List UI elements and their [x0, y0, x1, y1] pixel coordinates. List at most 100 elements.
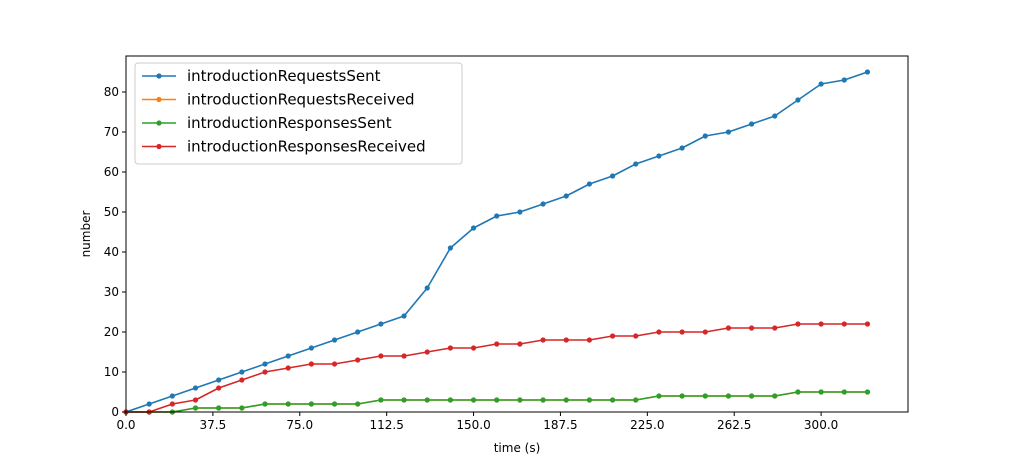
data-point	[702, 329, 708, 335]
y-tick-label: 10	[104, 365, 119, 379]
data-point	[563, 193, 569, 199]
x-axis-ticks: 0.0 37.5 75.0 112.5 150.0 187.5 225.0 262.5 300.…	[116, 412, 838, 432]
legend-label: introductionResponsesSent	[187, 114, 392, 132]
data-point	[239, 405, 245, 411]
data-point	[146, 401, 152, 407]
data-point	[401, 313, 407, 319]
data-point	[424, 397, 430, 403]
data-point	[841, 389, 847, 395]
data-point	[447, 397, 453, 403]
data-point	[355, 357, 361, 363]
data-point	[725, 393, 732, 399]
x-tick-label: 187.5	[543, 418, 577, 432]
data-point	[633, 333, 639, 339]
data-point	[470, 225, 477, 231]
data-point	[795, 97, 801, 103]
y-axis-label: number	[79, 211, 93, 258]
legend-label: introductionRequestsSent	[187, 67, 381, 85]
data-point	[262, 361, 268, 367]
data-point	[586, 181, 593, 187]
data-point	[355, 401, 361, 407]
x-axis-label: time (s)	[494, 441, 541, 455]
data-point	[633, 161, 639, 167]
series-introductionRequestsSent	[123, 69, 871, 415]
data-point	[239, 377, 245, 383]
legend-marker	[156, 73, 162, 79]
data-point	[609, 173, 616, 179]
data-point	[540, 337, 546, 343]
x-tick-label: 112.5	[369, 418, 403, 432]
data-point	[424, 285, 430, 291]
legend-marker	[156, 143, 162, 150]
data-point	[517, 397, 523, 403]
data-point	[447, 345, 453, 351]
data-point	[424, 349, 430, 355]
data-point	[749, 393, 755, 399]
data-point	[749, 325, 755, 331]
data-point	[216, 385, 222, 391]
x-tick-label: 300.0	[804, 418, 838, 432]
data-point	[818, 389, 824, 395]
data-point	[633, 397, 639, 403]
y-tick-label: 80	[104, 85, 119, 99]
data-point	[494, 397, 500, 403]
data-point	[169, 393, 175, 399]
data-point	[795, 389, 801, 395]
y-axis-ticks: 0 10 20 30 40 50 60 70 80	[104, 85, 126, 419]
data-point	[540, 201, 546, 207]
data-point	[864, 389, 871, 395]
data-point	[308, 361, 314, 367]
data-point	[494, 341, 500, 347]
x-tick-label: 0.0	[116, 418, 135, 432]
y-tick-label: 60	[104, 165, 119, 179]
data-point	[262, 401, 268, 407]
data-point	[308, 401, 314, 407]
data-point	[609, 397, 616, 403]
data-point	[563, 337, 569, 343]
data-point	[447, 245, 453, 251]
data-point	[285, 365, 291, 371]
data-point	[749, 121, 755, 127]
data-point	[494, 213, 500, 219]
data-point	[239, 369, 245, 375]
data-point	[331, 361, 338, 367]
data-point	[401, 353, 407, 359]
data-point	[192, 405, 199, 411]
data-point	[656, 393, 662, 399]
data-point	[470, 345, 477, 351]
data-point	[702, 133, 708, 139]
data-point	[216, 405, 222, 411]
data-point	[702, 393, 708, 399]
data-point	[864, 69, 871, 75]
legend-marker	[156, 96, 162, 103]
series-introductionResponsesReceived	[123, 321, 871, 415]
data-point	[216, 377, 222, 383]
legend-marker	[156, 120, 162, 126]
y-tick-label: 0	[111, 405, 119, 419]
data-point	[841, 77, 847, 83]
data-point	[725, 325, 732, 331]
data-point	[285, 353, 291, 359]
data-point	[725, 129, 732, 135]
data-point	[401, 397, 407, 403]
data-point	[656, 329, 662, 335]
data-point	[679, 145, 685, 151]
data-point	[656, 153, 662, 159]
data-point	[378, 353, 384, 359]
plot-frame	[125, 55, 909, 413]
data-point	[679, 393, 685, 399]
data-point	[169, 401, 175, 407]
x-tick-label: 150.0	[456, 418, 490, 432]
data-point	[378, 321, 384, 327]
data-point	[772, 325, 778, 331]
data-point	[308, 345, 314, 351]
data-point	[262, 369, 268, 375]
data-point	[818, 321, 824, 327]
y-tick-label: 40	[104, 245, 119, 259]
data-point	[586, 337, 593, 343]
y-tick-label: 50	[104, 205, 119, 219]
y-tick-label: 70	[104, 125, 119, 139]
data-point	[470, 397, 477, 403]
data-point	[285, 401, 291, 407]
data-point	[517, 209, 523, 215]
